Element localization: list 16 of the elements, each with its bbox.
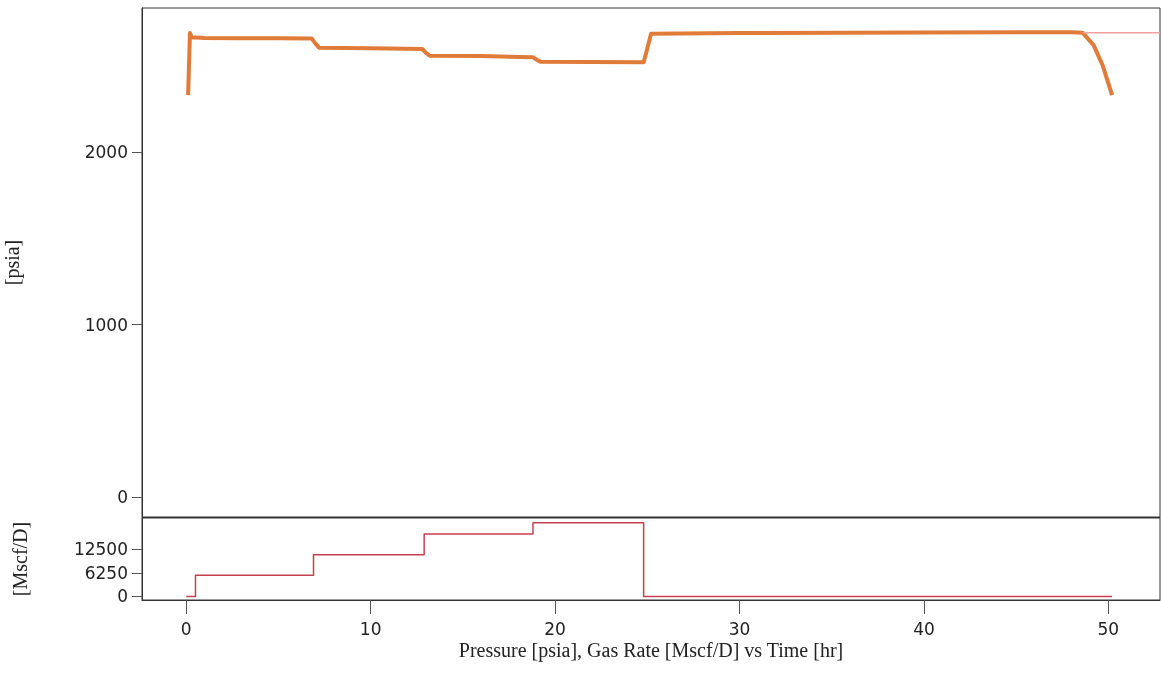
x-tick-label: 0 bbox=[180, 618, 192, 639]
x-tick-label: 10 bbox=[359, 618, 382, 639]
y-tick-label: 2000 bbox=[84, 142, 128, 163]
x-tick-label: 30 bbox=[728, 618, 751, 639]
y-axis-title: [psia] bbox=[1, 239, 24, 286]
x-axis-title: Pressure [psia], Gas Rate [Mscf/D] vs Time [hr] bbox=[458, 639, 844, 662]
y-tick-label: 6250 bbox=[84, 562, 128, 583]
x-tick-label: 50 bbox=[1097, 618, 1120, 639]
y-tick-label: 0 bbox=[117, 486, 128, 507]
x-tick-label: 20 bbox=[544, 618, 566, 639]
y-tick-label: 1000 bbox=[84, 314, 128, 335]
x-tick-label: 40 bbox=[913, 618, 935, 639]
line-series bbox=[186, 30, 1115, 98]
y-axis-title: [Mscf/D] bbox=[9, 521, 31, 597]
y-tick-label: 0 bbox=[117, 586, 128, 607]
y-tick-label: 12500 bbox=[73, 539, 128, 560]
